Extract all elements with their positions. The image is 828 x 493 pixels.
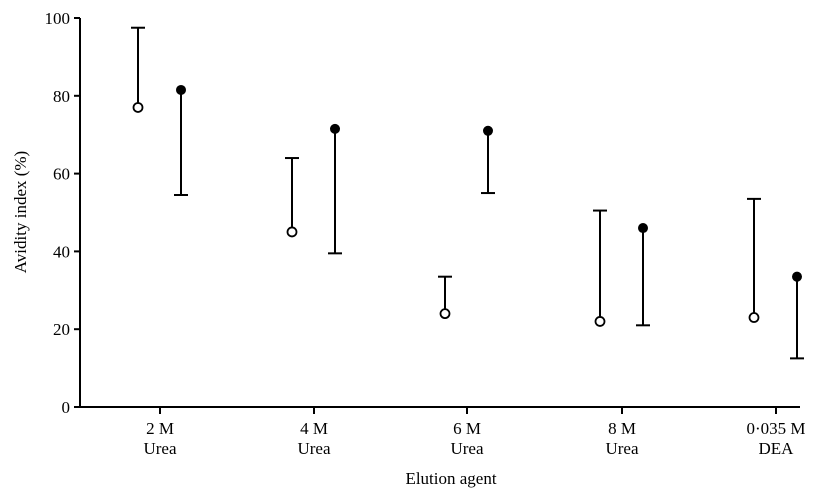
data-point-group xyxy=(747,197,761,323)
data-point-group xyxy=(285,157,299,238)
x-tick-label-line2: DEA xyxy=(759,439,795,458)
data-point-group xyxy=(438,275,452,320)
y-tick-label: 0 xyxy=(62,398,71,417)
data-point-group xyxy=(174,84,188,196)
x-tick-label-line1: 4 M xyxy=(300,419,328,438)
data-point-group xyxy=(328,123,342,255)
filled-circle-point xyxy=(792,271,802,282)
open-circle-point xyxy=(132,102,144,113)
y-tick-label: 80 xyxy=(53,87,70,106)
data-point-group xyxy=(593,209,607,327)
x-tick-label-line1: 6 M xyxy=(453,419,481,438)
filled-circle-point xyxy=(483,125,493,136)
filled-circle-point xyxy=(176,84,186,95)
filled-circle-point xyxy=(330,123,340,134)
open-circle-point xyxy=(748,312,760,323)
data-point-group xyxy=(131,26,145,113)
y-tick-label: 100 xyxy=(45,9,71,28)
y-tick-label: 40 xyxy=(53,242,70,261)
filled-circle-point xyxy=(638,223,648,234)
y-tick-label: 60 xyxy=(53,165,70,184)
data-point-group xyxy=(481,125,495,195)
x-tick-label-line1: 2 M xyxy=(146,419,174,438)
x-tick-label-line2: Urea xyxy=(297,439,330,458)
x-tick-label-line2: Urea xyxy=(143,439,176,458)
y-axis-label: Avidity index (%) xyxy=(11,151,30,273)
open-circle-point xyxy=(439,308,451,320)
open-circle-point xyxy=(286,226,298,238)
data-point-group xyxy=(636,223,650,327)
open-circle-point xyxy=(594,316,606,327)
y-tick-label: 20 xyxy=(53,320,70,339)
x-tick-label-line1: 8 M xyxy=(608,419,636,438)
x-tick-label-line1: 0·035 M xyxy=(746,419,805,438)
data-marks xyxy=(131,26,804,360)
x-tick-label-line2: Urea xyxy=(450,439,483,458)
y-ticks: 0 20 40 60 80 100 xyxy=(45,9,80,417)
x-axis-label: Elution agent xyxy=(405,469,496,488)
x-tick-label-line2: Urea xyxy=(605,439,638,458)
data-point-group xyxy=(790,271,804,360)
